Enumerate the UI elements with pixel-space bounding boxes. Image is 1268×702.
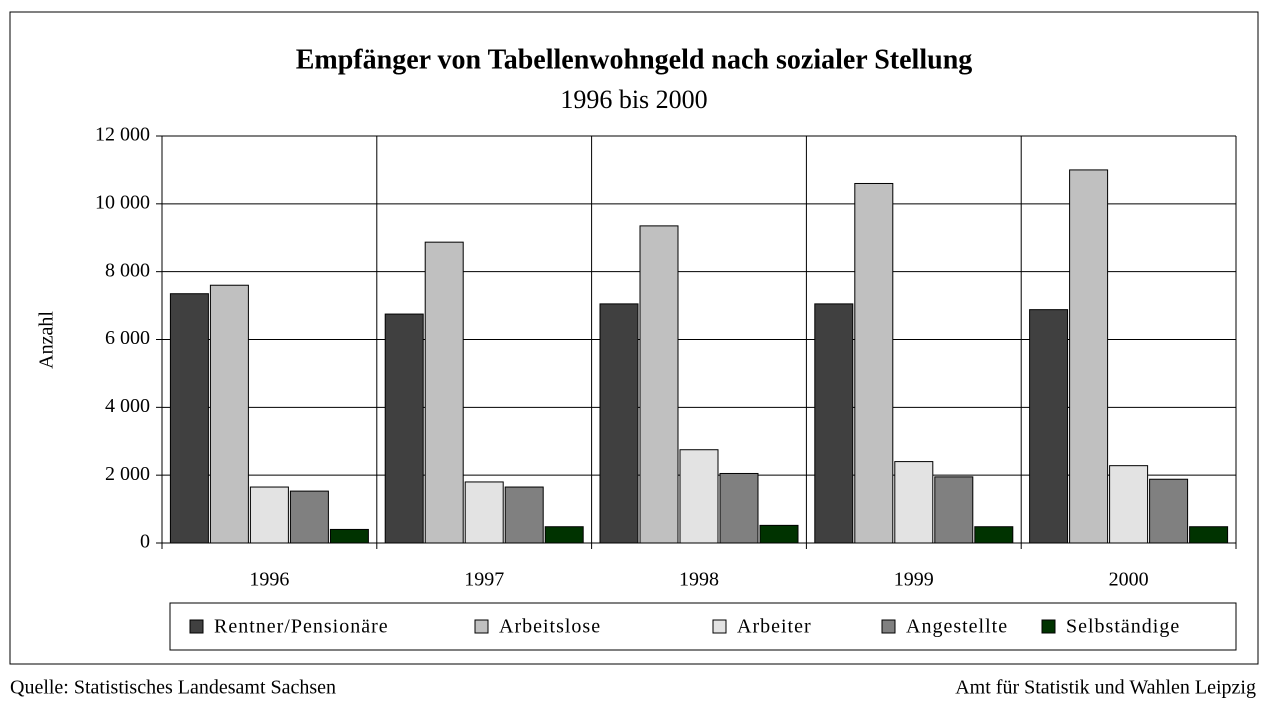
y-tick-label: 2 000: [105, 463, 150, 485]
legend-label: Arbeitslose: [499, 616, 601, 638]
legend-swatch: [881, 619, 896, 634]
bar: [249, 486, 289, 544]
bar: [289, 490, 329, 544]
legend-swatch: [1041, 619, 1056, 634]
bar: [384, 313, 424, 544]
source-note: Quelle: Statistisches Landesamt Sachsen: [10, 677, 336, 699]
bar: [759, 524, 799, 544]
bar: [1109, 465, 1149, 544]
y-tick-label: 10 000: [95, 191, 150, 213]
legend-label: Selbständige: [1066, 616, 1180, 638]
bar: [1149, 478, 1189, 544]
legend-swatch: [189, 619, 204, 634]
bar: [424, 241, 464, 544]
x-tick-label: 1996: [249, 569, 289, 591]
x-tick-label: 1998: [679, 569, 719, 591]
bar: [679, 449, 719, 544]
chart-title: Empfänger von Tabellenwohngeld nach sozi…: [296, 44, 973, 75]
legend-label: Angestellte: [906, 616, 1008, 638]
bar: [169, 293, 209, 544]
legend-label: Rentner/Pensionäre: [214, 616, 389, 638]
bar: [974, 526, 1014, 544]
bar: [894, 461, 934, 544]
bar: [464, 481, 504, 544]
x-tick-label: 2000: [1109, 569, 1149, 591]
bar: [934, 476, 974, 544]
bar: [504, 486, 544, 544]
x-tick-label: 1999: [894, 569, 934, 591]
x-tick-label: 1997: [464, 569, 504, 591]
bar: [1189, 526, 1229, 544]
bar: [599, 303, 639, 544]
chart-frame: [9, 11, 1259, 665]
bar: [1069, 169, 1109, 544]
y-tick-label: 6 000: [105, 327, 150, 349]
legend-swatch: [474, 619, 489, 634]
y-tick-label: 4 000: [105, 395, 150, 417]
chart-subtitle: 1996 bis 2000: [560, 85, 707, 114]
bar: [329, 528, 369, 544]
y-tick-label: 8 000: [105, 259, 150, 281]
legend-swatch: [712, 619, 727, 634]
y-axis-label: Anzahl: [36, 311, 58, 369]
credit-note: Amt für Statistik und Wahlen Leipzig: [955, 677, 1256, 699]
bar: [639, 225, 679, 544]
y-tick-label: 0: [140, 531, 150, 553]
bar: [854, 182, 894, 544]
bar: [1029, 309, 1069, 544]
bar: [814, 303, 854, 544]
bar: [719, 472, 759, 544]
bar: [544, 526, 584, 544]
y-tick-label: 12 000: [95, 124, 150, 146]
bar: [209, 284, 249, 544]
legend-box: [169, 602, 1237, 651]
legend-label: Arbeiter: [737, 616, 812, 638]
